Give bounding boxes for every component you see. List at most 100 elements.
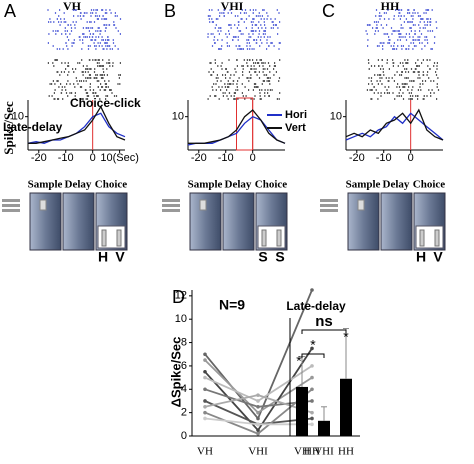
x-tick-label: VHI (248, 446, 268, 458)
x-tick-label: 0 (90, 152, 96, 164)
panel-title: HH (381, 0, 400, 13)
x-tick-label: -10 (376, 152, 392, 164)
bar (340, 378, 352, 436)
x-tick-label: -20 (31, 152, 47, 164)
subject-point (203, 375, 207, 380)
icon-bar (162, 204, 180, 207)
raster (366, 59, 440, 100)
subject-point (256, 431, 260, 436)
choice-label: H (416, 249, 426, 265)
stimulus (39, 199, 47, 211)
psth-line (345, 108, 444, 141)
task-label: Delay (225, 179, 252, 191)
y-tick-label: 8 (181, 336, 187, 348)
raster (47, 59, 121, 100)
x-tick-label: HH (338, 446, 354, 458)
subject-point (203, 352, 207, 357)
significance: * (310, 337, 316, 353)
task-label: Sample (188, 179, 223, 191)
subject-point (256, 410, 260, 415)
choice-label: H (98, 249, 108, 265)
bar (318, 420, 330, 436)
screen (62, 192, 95, 251)
y-axis-label: Spike/Sec (1, 101, 16, 155)
choice-stim (101, 229, 107, 247)
raster (207, 59, 281, 100)
x-tick-label: -10 (58, 152, 74, 164)
icon-bar (320, 204, 338, 207)
icon-bar (162, 199, 180, 202)
subject-point (310, 410, 314, 415)
y-tick-label: 10 (172, 111, 184, 123)
subject-point (310, 416, 314, 421)
subject-point (203, 399, 207, 403)
raster (365, 9, 438, 50)
task-label: Sample (28, 179, 63, 191)
icon-bar (320, 199, 338, 202)
panel-letter: A (4, 1, 16, 21)
subject-point (203, 387, 207, 392)
x-tick-label: -10 (218, 152, 234, 164)
subject-point (256, 422, 260, 427)
subject-line (204, 394, 313, 414)
stimulus (357, 199, 365, 211)
task-label: Delay (65, 179, 92, 191)
panel-title: VHI (221, 0, 244, 13)
subject-point (256, 393, 260, 397)
x-tick-label: VH (294, 446, 310, 458)
annotation: Late-delay (3, 120, 63, 134)
task-label: Choice (255, 179, 288, 191)
bracket (301, 329, 347, 334)
task-label: Sample (346, 179, 381, 191)
panel-title: VH (63, 0, 82, 13)
task-label: Choice (413, 179, 446, 191)
subject-point (256, 399, 260, 403)
y-tick-label: 12 (175, 290, 187, 302)
choice-stim (276, 229, 282, 247)
y-tick-label: 10 (175, 313, 187, 325)
x-tick-label: 0 (250, 152, 256, 164)
subject-point (310, 399, 314, 403)
subject-point (310, 364, 314, 368)
subject-point (256, 416, 260, 421)
subject-point (310, 422, 314, 427)
significance: * (296, 353, 302, 369)
task-label: Delay (383, 179, 410, 191)
x-tick-label: HH (304, 446, 320, 458)
panel-letter: D (172, 287, 185, 307)
y-axis-label: ΔSpike/Sec (168, 337, 183, 408)
screen (189, 192, 222, 251)
chart-title: Late-delay (286, 299, 346, 313)
chart-title: N=9 (219, 297, 245, 313)
x-tick-label: 10(Sec) (100, 152, 139, 164)
subject-point (310, 288, 314, 292)
y-tick-label: 2 (181, 407, 187, 419)
annotation: Choice-click (70, 96, 141, 110)
stimulus (199, 199, 207, 211)
y-tick-label: 10 (12, 111, 24, 123)
subject-point (203, 358, 207, 362)
choice-label: S (258, 249, 267, 265)
raster (47, 9, 122, 50)
choice-stim (434, 229, 440, 247)
subject-point (310, 375, 314, 380)
x-tick-label: 0 (408, 152, 414, 164)
y-tick-label: 4 (181, 383, 187, 395)
x-tick-label: -20 (191, 152, 207, 164)
x-tick-label: VHI (314, 446, 334, 458)
subject-point (203, 410, 207, 415)
screen (222, 192, 255, 251)
panel-letter: C (322, 1, 335, 21)
subject-point (310, 387, 314, 392)
icon-bar (2, 199, 20, 202)
icon-bar (2, 209, 20, 212)
icon-bar (162, 209, 180, 212)
subject-point (203, 369, 207, 374)
significance: ns (315, 313, 333, 330)
choice-label: S (275, 249, 284, 265)
x-tick-label: VH (197, 446, 213, 458)
highlight-box (236, 97, 254, 151)
psth-line (345, 112, 444, 141)
